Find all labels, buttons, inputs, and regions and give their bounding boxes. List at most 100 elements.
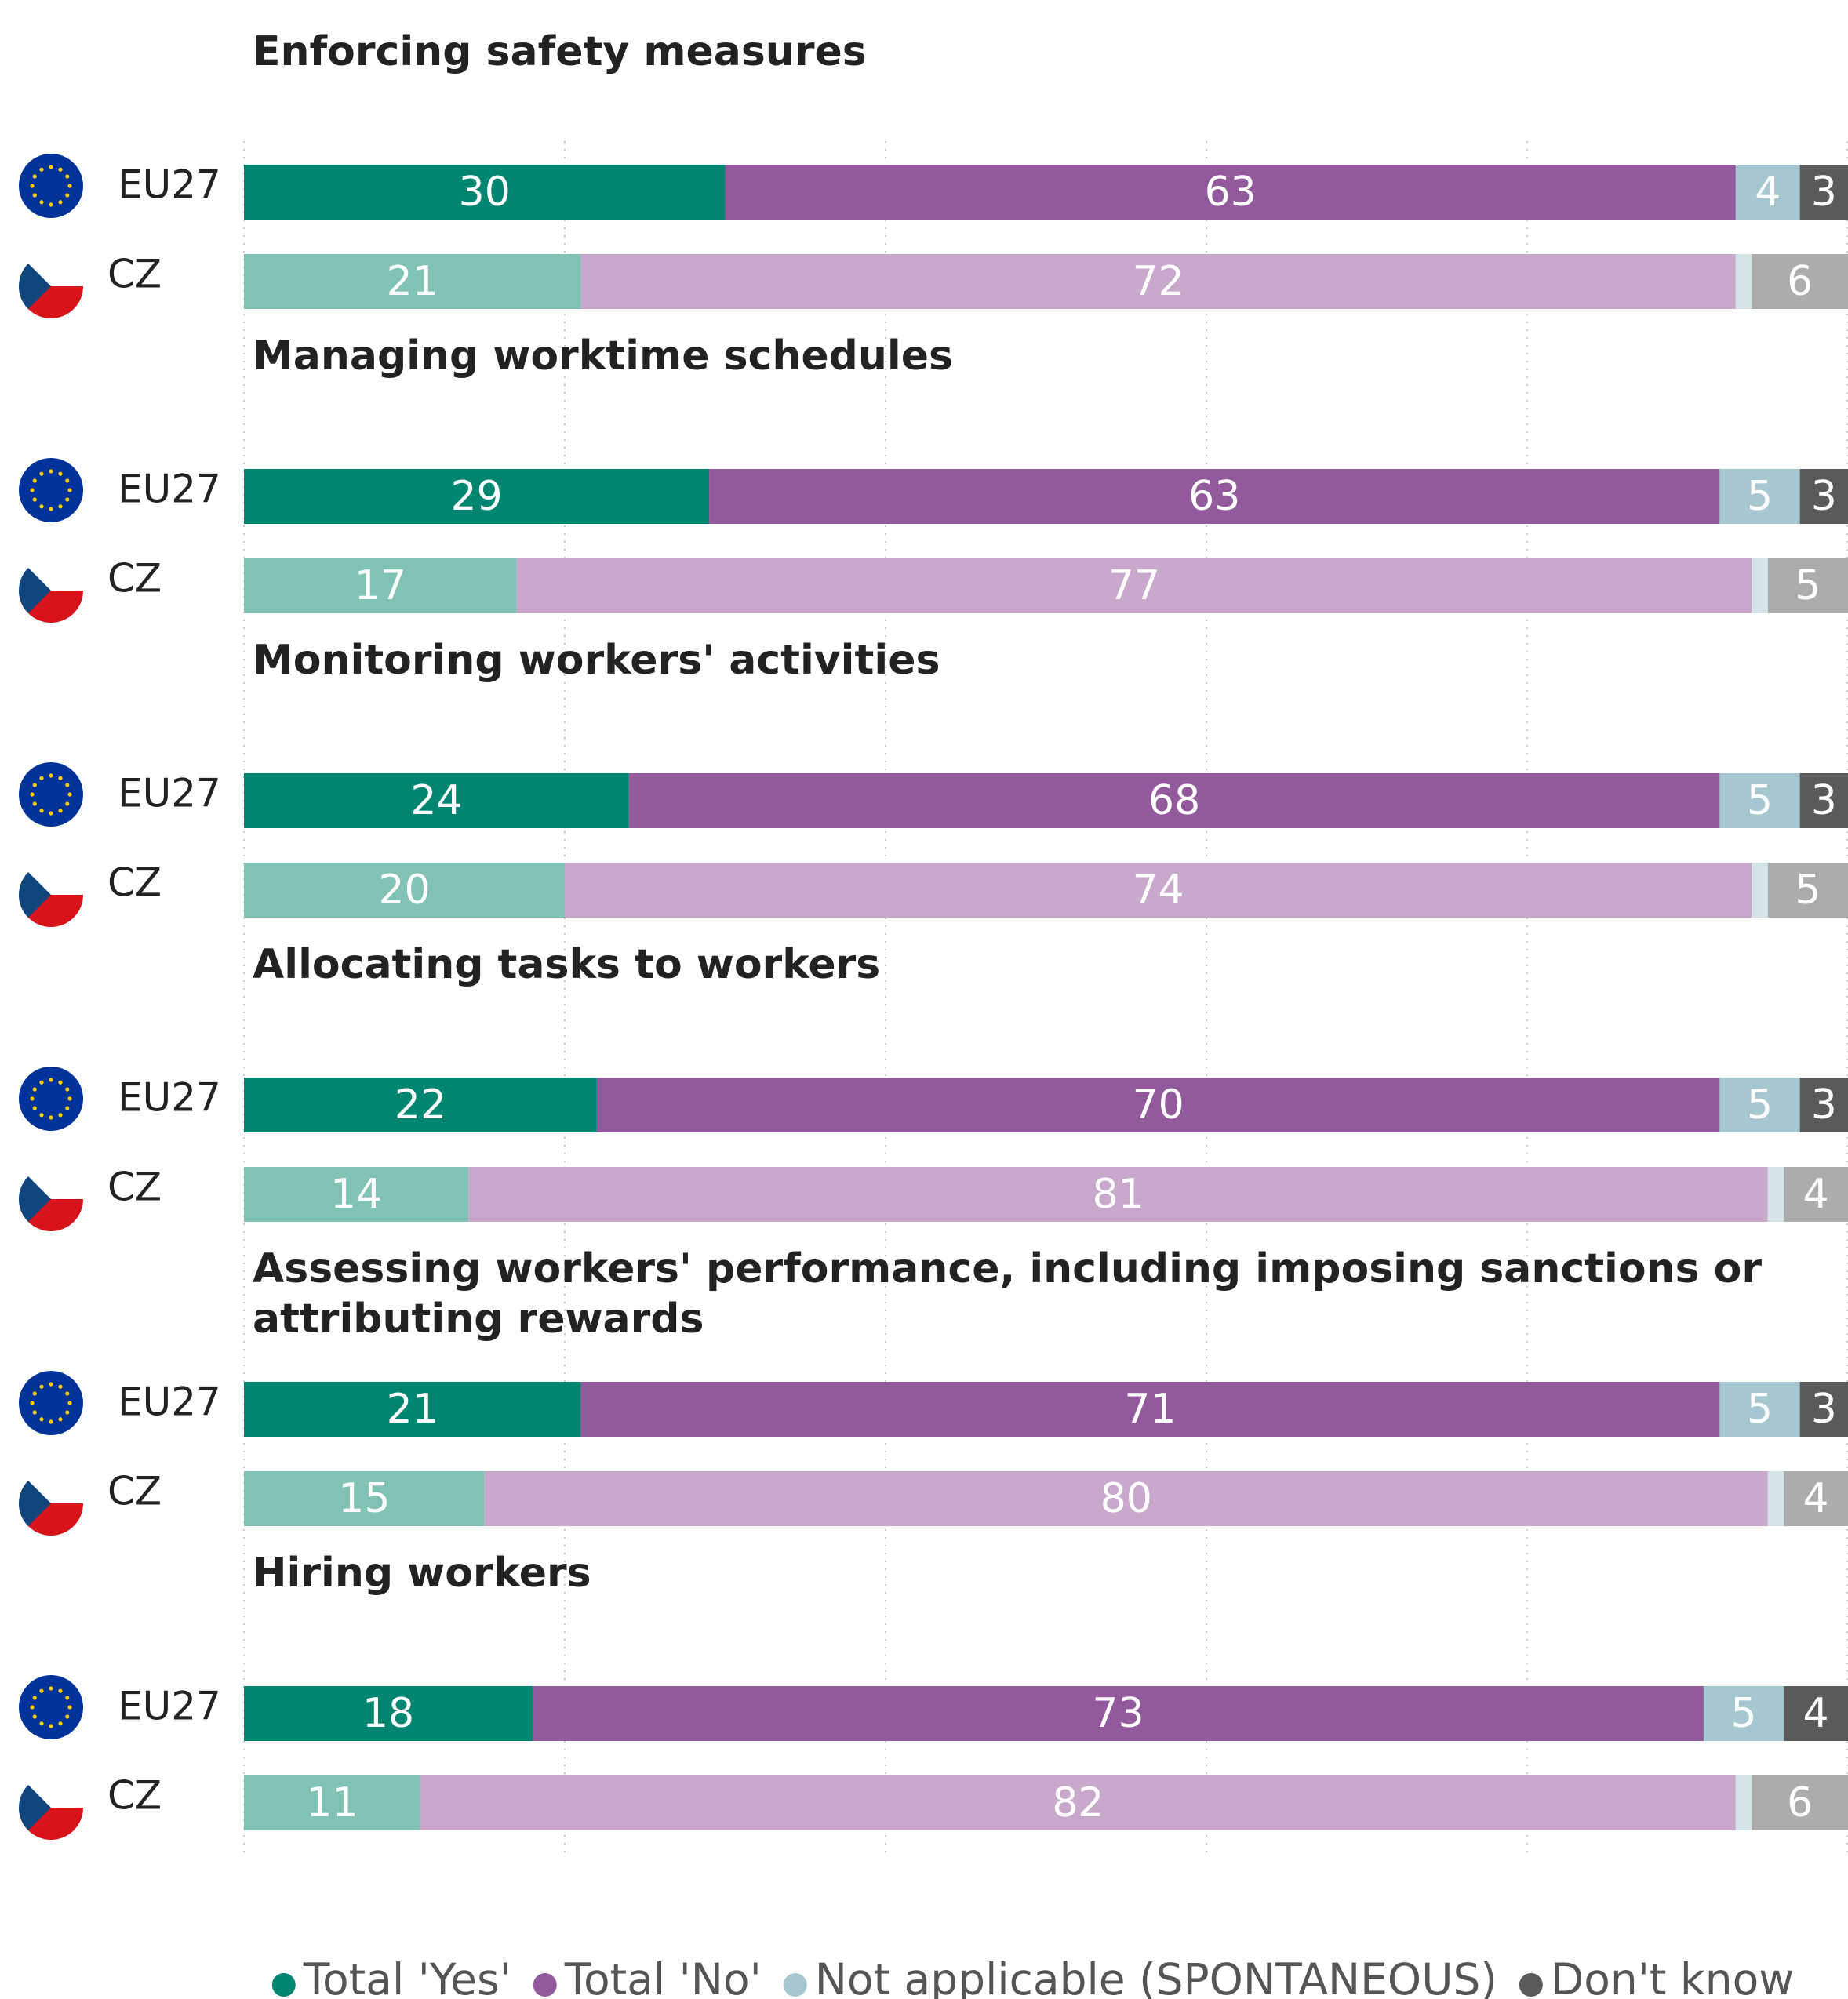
eu-flag-star xyxy=(49,507,53,511)
bar-segment xyxy=(1799,773,1848,828)
bar-value-label: 71 xyxy=(1124,1386,1176,1433)
eu-flag xyxy=(19,154,83,218)
row-label: EU27 xyxy=(118,1379,221,1425)
eu-flag-star xyxy=(30,488,35,492)
bar-value-label: 63 xyxy=(1188,473,1240,520)
bar-segment xyxy=(1799,1078,1848,1132)
cz-flag xyxy=(19,254,83,318)
bar-value-label: 30 xyxy=(459,169,511,216)
legend-label: Not applicable (SPONTANEOUS) xyxy=(815,1954,1497,1999)
bar-value-label: 5 xyxy=(1747,473,1773,520)
bar-value-label: 4 xyxy=(1803,1171,1829,1218)
bar-segment xyxy=(596,1078,1720,1132)
eu-flag-star xyxy=(49,202,53,207)
bar-segment xyxy=(533,1686,1704,1741)
bar-value-label: 72 xyxy=(1133,258,1184,305)
bar-value-label: 4 xyxy=(1803,1475,1829,1522)
legend-marker xyxy=(783,1973,807,1997)
bar-segment xyxy=(1799,165,1848,220)
eu-flag xyxy=(19,762,83,827)
bar-value-label: 24 xyxy=(410,777,462,824)
eu-flag-star xyxy=(58,1384,63,1389)
bar-value-label: 11 xyxy=(306,1779,358,1826)
group-title-box: Managing worktime schedules xyxy=(253,333,953,380)
group-title-box: Assessing workers' performance, includin… xyxy=(253,1245,1762,1343)
bar-value-label: 63 xyxy=(1205,169,1257,216)
eu-flag-star xyxy=(49,1115,53,1120)
bar-segment xyxy=(244,863,565,918)
eu-flag-star xyxy=(58,167,63,172)
bar-value-label: 73 xyxy=(1092,1690,1144,1737)
group-title: Allocating tasks to workers xyxy=(253,941,881,988)
bar-segment xyxy=(244,1686,533,1741)
bar-value-label: 3 xyxy=(1811,1386,1837,1433)
bar-value-label: 6 xyxy=(1787,1779,1813,1826)
bar-value-label: 5 xyxy=(1747,777,1773,824)
bar-segment xyxy=(1719,1078,1800,1132)
eu-flag-star xyxy=(65,478,70,483)
eu-flag-star xyxy=(39,1384,44,1389)
group-title-box: Monitoring workers' activities xyxy=(253,637,940,684)
eu-flag-star xyxy=(39,1688,44,1693)
eu-flag-star xyxy=(58,1688,63,1693)
eu-flag-star xyxy=(65,801,70,806)
bar-value-label: 81 xyxy=(1092,1171,1144,1218)
eu-flag-star xyxy=(67,1096,72,1101)
bar-value-label: 6 xyxy=(1787,258,1813,305)
legend-label: Don't know xyxy=(1551,1954,1794,1999)
eu-flag xyxy=(19,1675,83,1739)
eu-flag-star xyxy=(65,1410,70,1415)
eu-flag-star xyxy=(32,1106,37,1110)
eu-flag-star xyxy=(65,1714,70,1719)
eu-flag-star xyxy=(32,1087,37,1092)
bar-segment xyxy=(420,1775,1736,1830)
bar-value-label: 80 xyxy=(1100,1475,1152,1522)
bar-segment xyxy=(628,773,1720,828)
eu-flag-star xyxy=(30,1401,35,1405)
eu-flag-star xyxy=(49,165,53,169)
bar-value-label: 21 xyxy=(387,258,438,305)
bar-value-label: 3 xyxy=(1811,473,1837,520)
bar-value-label: 21 xyxy=(387,1386,438,1433)
eu-flag-star xyxy=(32,174,37,179)
eu-flag-star xyxy=(65,783,70,787)
bar-value-label: 68 xyxy=(1148,777,1200,824)
eu-flag-star xyxy=(32,478,37,483)
cz-flag xyxy=(19,863,83,927)
cz-blue xyxy=(19,1471,51,1536)
bar-segment xyxy=(244,469,710,524)
bar-segment xyxy=(244,558,517,613)
eu-flag-star xyxy=(65,1087,70,1092)
eu-flag xyxy=(19,1067,83,1131)
bar-value-label: 5 xyxy=(1747,1081,1773,1129)
eu-flag-star xyxy=(30,792,35,797)
bar-segment xyxy=(565,863,1752,918)
eu-flag-star xyxy=(58,1080,63,1085)
cz-blue xyxy=(19,558,51,623)
bar-value-label: 77 xyxy=(1108,562,1160,609)
bar-value-label: 5 xyxy=(1795,562,1821,609)
eu-flag-star xyxy=(32,801,37,806)
eu-flag xyxy=(19,458,83,522)
row-label: EU27 xyxy=(118,771,221,816)
bar-segment xyxy=(244,1078,597,1132)
bar-value-label: 5 xyxy=(1731,1690,1757,1737)
cz-flag xyxy=(19,1167,83,1231)
row-label: CZ xyxy=(107,252,162,297)
bar-segment xyxy=(1767,1167,1784,1222)
eu-flag-star xyxy=(39,1113,44,1118)
eu-flag-star xyxy=(30,1096,35,1101)
bar-value-label: 5 xyxy=(1747,1386,1773,1433)
eu-flag-star xyxy=(67,1401,72,1405)
bar-segment xyxy=(1752,863,1768,918)
eu-flag-star xyxy=(58,1417,63,1422)
eu-flag-star xyxy=(32,1410,37,1415)
bar-segment xyxy=(1799,469,1848,524)
legend-label: Total 'No' xyxy=(564,1954,762,1999)
bar-segment xyxy=(244,254,581,309)
eu-flag-star xyxy=(67,184,72,188)
eu-flag-star xyxy=(32,1696,37,1700)
cz-flag xyxy=(19,1775,83,1840)
bar-value-label: 20 xyxy=(378,867,430,914)
row-label: CZ xyxy=(107,860,162,906)
